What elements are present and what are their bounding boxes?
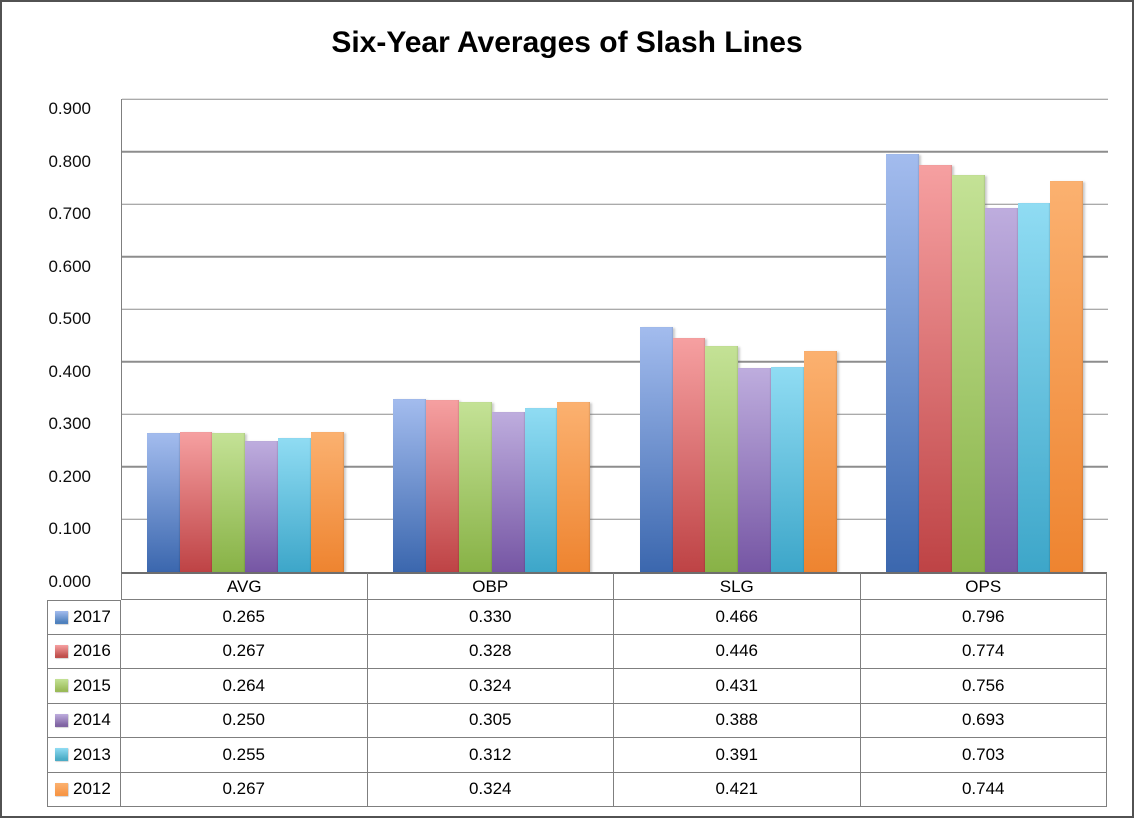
- legend-cell-2016: 2016: [47, 634, 121, 669]
- bar-2016-OPS: [919, 165, 952, 572]
- value-cell-2016-SLG: 0.446: [614, 634, 861, 669]
- bar-2012-SLG: [803, 350, 837, 572]
- bar-2014-OBP: [491, 411, 525, 572]
- y-axis-tick-label: 0.200: [48, 466, 91, 486]
- plot-area: [121, 98, 1109, 572]
- value-cell-2015-SLG: 0.431: [614, 669, 861, 704]
- bar-2017-SLG: [639, 327, 673, 572]
- gridline: [122, 98, 1108, 100]
- legend-swatch-2013: [55, 748, 68, 762]
- value-cell-2017-SLG: 0.466: [614, 600, 861, 635]
- gridline: [122, 361, 1108, 363]
- legend-year-label: 2013: [73, 744, 111, 764]
- value-cell-2016-AVG: 0.267: [121, 634, 368, 669]
- value-cell-2015-OBP: 0.324: [367, 669, 614, 704]
- bar-2015-OBP: [458, 401, 492, 572]
- value-cell-2013-AVG: 0.255: [121, 738, 368, 773]
- value-cell-2016-OPS: 0.774: [860, 634, 1107, 669]
- y-axis-tick-label: 0.500: [48, 309, 91, 329]
- bar-2014-SLG: [738, 368, 772, 572]
- legend-swatch-2017: [55, 610, 68, 624]
- legend-year-label: 2016: [73, 641, 111, 661]
- bar-2013-OPS: [1017, 202, 1051, 572]
- legend-cell-2014: 2014: [47, 703, 121, 738]
- value-cell-2013-OBP: 0.312: [367, 738, 614, 773]
- legend-cell-2013: 2013: [47, 738, 121, 773]
- value-cell-2012-OBP: 0.324: [367, 772, 614, 807]
- bar-2014-OPS: [984, 207, 1018, 572]
- gridline: [122, 203, 1108, 205]
- bar-2012-AVG: [310, 431, 344, 572]
- bar-group-SLG: [615, 99, 862, 572]
- value-cell-2012-OPS: 0.744: [860, 772, 1107, 807]
- value-cell-2014-AVG: 0.250: [121, 703, 368, 738]
- value-cell-2017-OBP: 0.330: [367, 600, 614, 635]
- value-cell-2013-OPS: 0.703: [860, 738, 1107, 773]
- legend-year-label: 2014: [73, 710, 111, 730]
- value-cell-2012-AVG: 0.267: [121, 772, 368, 807]
- gridline: [122, 413, 1108, 416]
- value-cell-2017-OPS: 0.796: [860, 600, 1107, 635]
- bar-2015-SLG: [705, 345, 739, 572]
- bar-2017-OBP: [393, 398, 427, 572]
- value-cell-2015-OPS: 0.756: [860, 669, 1107, 704]
- bar-group-AVG: [122, 99, 369, 572]
- gridline: [122, 466, 1108, 468]
- y-axis-tick-label: 0.000: [48, 572, 91, 591]
- bar-2013-SLG: [771, 366, 804, 572]
- legend-swatch-2012: [55, 782, 68, 796]
- y-axis-tick-label: 0.100: [48, 519, 91, 539]
- value-cell-2014-SLG: 0.388: [614, 703, 861, 738]
- bar-group-OBP: [369, 99, 616, 572]
- table-corner-blank: [47, 572, 121, 600]
- bar-2016-SLG: [672, 337, 706, 572]
- legend-swatch-2015: [55, 679, 68, 693]
- column-header-SLG: SLG: [614, 572, 861, 600]
- value-cell-2014-OPS: 0.693: [860, 703, 1107, 738]
- legend-year-label: 2015: [73, 675, 111, 695]
- bar-2013-OBP: [524, 408, 558, 572]
- legend-year-label: 2017: [73, 607, 111, 627]
- value-cell-2014-OBP: 0.305: [367, 703, 614, 738]
- column-header-OBP: OBP: [367, 572, 614, 600]
- y-axis-tick-label: 0.300: [48, 414, 91, 434]
- value-cell-2016-OBP: 0.328: [367, 634, 614, 669]
- column-header-AVG: AVG: [121, 572, 368, 600]
- legend-cell-2015: 2015: [47, 669, 121, 704]
- y-axis-tick-label: 0.700: [48, 204, 91, 224]
- bar-2016-AVG: [179, 431, 213, 572]
- bar-2016-OBP: [426, 399, 459, 572]
- bar-2012-OPS: [1050, 181, 1084, 572]
- y-axis-tick-label: 0.900: [48, 99, 91, 118]
- y-axis-tick-label: 0.800: [48, 151, 91, 171]
- bar-2012-OBP: [557, 401, 591, 572]
- y-axis: 0.000 0.100 0.200 0.300 0.400 0.500 0.600 0.700…: [2, 99, 106, 591]
- chart-title: Six-Year Averages of Slash Lines: [331, 26, 803, 59]
- value-cell-2017-AVG: 0.265: [121, 600, 368, 635]
- legend-cell-2017: 2017: [47, 600, 121, 635]
- y-axis-tick-label: 0.400: [48, 361, 91, 381]
- bar-2017-OPS: [886, 153, 920, 572]
- bar-2015-AVG: [212, 433, 246, 572]
- legend-year-label: 2012: [73, 779, 111, 799]
- value-cell-2012-SLG: 0.421: [614, 772, 861, 807]
- legend-swatch-2014: [55, 713, 68, 727]
- bar-2013-AVG: [278, 437, 311, 572]
- gridline: [122, 518, 1108, 521]
- bar-2017-AVG: [146, 432, 180, 572]
- legend-cell-2012: 2012: [47, 772, 121, 807]
- gridline: [122, 308, 1108, 310]
- value-cell-2013-SLG: 0.391: [614, 738, 861, 773]
- bar-2014-AVG: [245, 440, 279, 572]
- bar-group-OPS: [862, 99, 1109, 572]
- y-axis-tick-label: 0.600: [48, 256, 91, 276]
- legend-swatch-2016: [55, 644, 68, 658]
- bar-2015-OPS: [951, 174, 985, 572]
- gridline: [122, 255, 1108, 258]
- gridline: [122, 150, 1108, 153]
- value-cell-2015-AVG: 0.264: [121, 669, 368, 704]
- data-table: AVG OBP SLG OPS 2017 0.265 0.330 0.466 0.796 2016…: [47, 572, 1107, 807]
- column-header-OPS: OPS: [860, 572, 1107, 600]
